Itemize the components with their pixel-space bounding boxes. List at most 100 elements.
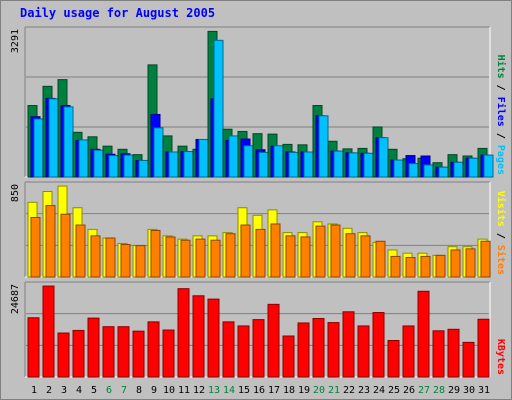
x-tick-label: 3 — [61, 385, 67, 396]
bar-kbytes — [477, 318, 490, 378]
bar-pages — [393, 159, 404, 178]
x-tick-label: 31 — [478, 385, 490, 396]
bar-kbytes — [297, 322, 310, 378]
x-tick-label: 29 — [448, 385, 460, 396]
bar-kbytes — [207, 298, 220, 378]
bar-pages — [273, 145, 284, 178]
bar-kbytes — [222, 321, 235, 378]
bar-pages — [168, 151, 179, 178]
bar-kbytes — [312, 317, 325, 378]
bar-sites — [30, 216, 41, 278]
x-tick-label: 23 — [358, 385, 370, 396]
bar-kbytes — [72, 329, 85, 378]
bar-sites — [270, 223, 281, 278]
x-tick-label: 14 — [223, 385, 235, 396]
x-tick-label: 18 — [283, 385, 295, 396]
x-tick-label: 15 — [238, 385, 250, 396]
x-tick-label: 20 — [313, 385, 325, 396]
bar-kbytes — [282, 335, 295, 378]
bar-kbytes — [327, 322, 340, 378]
legend-separator: / — [495, 79, 506, 97]
bar-sites — [210, 239, 221, 278]
x-tick-label: 16 — [253, 385, 265, 396]
x-tick-label: 25 — [388, 385, 400, 396]
bar-sites — [180, 239, 191, 278]
bar-pages — [483, 154, 494, 178]
bar-kbytes — [132, 330, 145, 378]
series-legend-label: Hits / Files / Pages — [495, 55, 507, 175]
bar-pages — [198, 138, 209, 178]
bar-sites — [450, 249, 461, 278]
series-legend-label: KBytes — [495, 339, 506, 375]
bar-pages — [48, 98, 59, 178]
bar-sites — [315, 225, 326, 278]
bar-kbytes — [177, 288, 190, 378]
panel-kbytes: 24687 KBytes — [10, 281, 506, 378]
x-tick-label: 6 — [106, 385, 112, 396]
bar-pages — [318, 115, 329, 178]
bar-sites — [375, 240, 386, 278]
x-tick-label: 13 — [208, 385, 220, 396]
bar-kbytes — [267, 303, 280, 378]
bar-kbytes — [87, 317, 100, 378]
bar-pages — [258, 151, 269, 178]
bar-kbytes — [417, 290, 430, 378]
bar-kbytes — [447, 328, 460, 378]
x-tick-label: 19 — [298, 385, 310, 396]
bar-kbytes — [342, 311, 355, 378]
bar-sites — [120, 244, 131, 278]
bar-kbytes — [162, 329, 175, 378]
bar-sites — [45, 205, 56, 278]
bar-sites — [360, 235, 371, 278]
bar-kbytes — [357, 325, 370, 378]
bar-kbytes — [42, 285, 55, 378]
legend-hits: Hits — [495, 55, 507, 79]
bar-kbytes — [402, 325, 415, 378]
bar-kbytes — [387, 339, 400, 378]
x-tick-label: 28 — [433, 385, 445, 396]
legend-sites: Sites — [495, 245, 507, 275]
bar-sites — [390, 255, 401, 278]
bar-kbytes — [237, 325, 250, 378]
bar-kbytes — [147, 321, 160, 378]
bar-pages — [78, 139, 89, 178]
x-tick-label: 27 — [418, 385, 430, 396]
bar-sites — [435, 254, 446, 278]
bar-pages — [63, 106, 74, 178]
bar-pages — [408, 163, 419, 178]
bar-kbytes — [27, 317, 40, 378]
x-tick-label: 12 — [193, 385, 205, 396]
x-tick-label: 17 — [268, 385, 280, 396]
bar-pages — [453, 161, 464, 178]
x-tick-label: 7 — [121, 385, 127, 396]
bar-pages — [333, 150, 344, 178]
bar-sites — [285, 235, 296, 278]
legend-visits: Visits — [495, 191, 507, 227]
bar-pages — [33, 118, 44, 178]
x-tick-label: 30 — [463, 385, 475, 396]
legend-separator: / — [495, 227, 506, 245]
bar-pages — [183, 151, 194, 178]
bar-sites — [480, 240, 491, 278]
bar-sites — [345, 233, 356, 278]
legend-separator: / — [495, 127, 506, 145]
x-tick-label: 4 — [76, 385, 82, 396]
bar-sites — [300, 236, 311, 278]
bar-pages — [288, 151, 299, 178]
bar-kbytes — [372, 312, 385, 378]
bar-kbytes — [192, 295, 205, 378]
bar-sites — [330, 224, 341, 278]
bar-pages — [153, 127, 164, 178]
bar-pages — [138, 159, 149, 178]
bar-kbytes — [102, 326, 115, 378]
bar-pages — [228, 135, 239, 178]
bar-kbytes — [462, 341, 475, 378]
bar-sites — [75, 224, 86, 278]
y-max-label: 850 — [10, 184, 21, 202]
series-legend-label: Visits / Sites — [495, 191, 507, 275]
bar-pages — [378, 137, 389, 178]
x-tick-label: 11 — [178, 385, 190, 396]
bar-pages — [423, 164, 434, 178]
bar-pages — [123, 154, 134, 178]
